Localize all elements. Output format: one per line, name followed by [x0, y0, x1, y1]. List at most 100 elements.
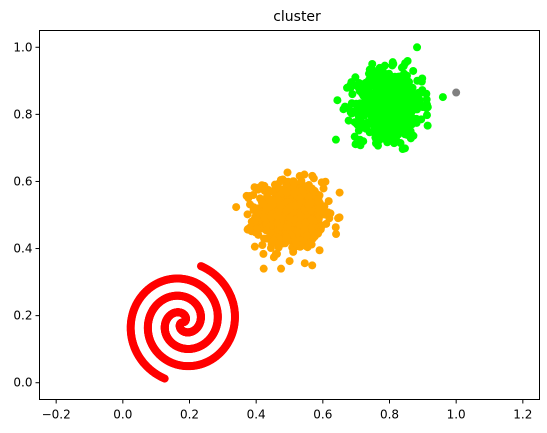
cluster-2-point-520	[362, 119, 371, 128]
y-tick-label-2: 0.4	[13, 242, 32, 256]
cluster-1-point-627	[322, 219, 331, 228]
spiral-b-point-499	[160, 374, 169, 383]
cluster-1-point-622	[289, 247, 298, 256]
cluster-1-point-575	[303, 231, 312, 240]
cluster-1-point-289	[243, 210, 252, 219]
cluster-2-point-475	[408, 83, 417, 92]
cluster-1-point-179	[259, 264, 268, 273]
cluster-1-point-696	[268, 200, 277, 209]
cluster-2-point-284	[409, 131, 418, 140]
cluster-2-point-673	[376, 80, 385, 89]
chart-title: cluster	[273, 9, 321, 25]
cluster-2-point-656	[352, 119, 361, 128]
cluster-2-point-402	[340, 102, 349, 111]
cluster-2-point-53	[350, 132, 359, 141]
cluster-2-point-87	[422, 111, 431, 120]
cluster-1-point-386	[283, 168, 292, 177]
cluster-1-point-566	[250, 242, 259, 251]
y-tick-label-1: 0.2	[13, 309, 32, 323]
cluster-2-point-691	[392, 105, 401, 114]
y-tick-label-4: 0.8	[13, 107, 32, 121]
cluster-2-point-564	[346, 83, 355, 92]
x-tick-label-6: 1.0	[447, 408, 466, 422]
cluster-1-point-653	[291, 239, 300, 248]
cluster-2-point-693	[405, 104, 414, 113]
cluster-1-point-382	[300, 259, 309, 268]
cluster-2-point-672	[397, 98, 406, 107]
cluster-2-point-558	[365, 128, 374, 137]
cluster-2-point-687	[391, 115, 400, 124]
x-tick-label-5: 0.8	[380, 408, 399, 422]
cluster-1-point-692	[274, 195, 283, 204]
cluster-1-point-443	[315, 246, 324, 255]
cluster-2-point-603	[356, 141, 365, 150]
cluster-2-point-567	[331, 135, 340, 144]
cluster-2-point-651	[423, 121, 432, 130]
scatter-points	[126, 43, 461, 383]
cluster-2-point-690	[364, 93, 373, 102]
cluster-2-point-644	[376, 126, 385, 135]
cluster-1-point-437	[269, 253, 278, 262]
x-tick-label-7: 1.2	[513, 408, 532, 422]
cluster-1-point-363	[258, 241, 267, 249]
cluster-2-point-484	[409, 66, 418, 75]
cluster-1-point-648	[265, 186, 274, 195]
cluster-1-point-699	[286, 213, 295, 222]
cluster-2-point-596	[398, 145, 407, 154]
cluster-1-point-215	[259, 249, 268, 258]
x-tick-label-4: 0.6	[313, 408, 332, 422]
cluster-2-point-551	[351, 73, 360, 82]
cluster-1-point-683	[283, 188, 292, 197]
cluster-2-point-493	[401, 127, 410, 136]
cluster-1-point-664	[254, 207, 263, 216]
cluster-1-point-667	[326, 209, 335, 218]
cluster-2-point-427	[405, 77, 414, 86]
y-tick-label-5: 1.0	[13, 40, 32, 54]
outlier-point-0	[452, 88, 461, 97]
cluster-2-point-694	[382, 113, 391, 122]
cluster-1-point-97	[232, 203, 241, 212]
cluster-1-point-557	[297, 176, 306, 185]
cluster-2-point-689	[382, 80, 391, 89]
cluster-2-point-455	[412, 118, 421, 127]
cluster-1-point-510	[285, 257, 294, 266]
cluster-2-point-193	[413, 43, 422, 52]
cluster-1-point-697	[273, 211, 282, 220]
cluster-1-point-684	[307, 215, 316, 224]
cluster-2-point-699	[394, 72, 403, 81]
cluster-2-point-678	[388, 95, 397, 104]
x-tick-label-3: 0.4	[247, 408, 266, 422]
cluster-1-point-695	[276, 222, 285, 231]
cluster-2-point-633	[367, 106, 376, 115]
cluster-1-point-698	[282, 233, 291, 242]
cluster-2-point-665	[375, 103, 384, 112]
cluster-2-point-697	[403, 120, 412, 129]
y-axis: 0.0 0.2 0.4 0.6 0.8 1.0	[13, 40, 40, 390]
cluster-2-point-679	[388, 58, 397, 67]
cluster-2-point-681	[359, 81, 368, 90]
cluster-1-point-626	[277, 264, 286, 273]
cluster-1-point-655	[254, 185, 263, 194]
cluster-1-point-693	[245, 192, 254, 200]
cluster-2-point-642	[377, 118, 386, 127]
cluster-2-point-554	[354, 113, 363, 122]
cluster-2-point-194	[344, 116, 353, 125]
cluster-1-point-672	[253, 224, 262, 233]
cluster-1-point-654	[250, 215, 259, 224]
cluster-2-point-686	[364, 69, 373, 78]
cluster-1-point-645	[300, 225, 309, 234]
cluster-1-point-603	[269, 237, 278, 246]
cluster-1-point-652	[303, 243, 312, 252]
cluster-2-point-698	[391, 125, 400, 134]
cluster-1-point-634	[243, 225, 252, 234]
y-tick-label-0: 0.0	[13, 376, 32, 390]
cluster-1-point-671	[302, 182, 311, 191]
x-tick-label-2: 0.2	[180, 408, 199, 422]
cluster-1-point-662	[262, 226, 271, 235]
cluster-1-point-639	[334, 214, 343, 223]
cluster-2-point-682	[402, 86, 411, 95]
cluster-2-point-602	[372, 139, 381, 148]
cluster-1-point-628	[259, 199, 268, 208]
y-tick-label-3: 0.6	[13, 174, 32, 188]
